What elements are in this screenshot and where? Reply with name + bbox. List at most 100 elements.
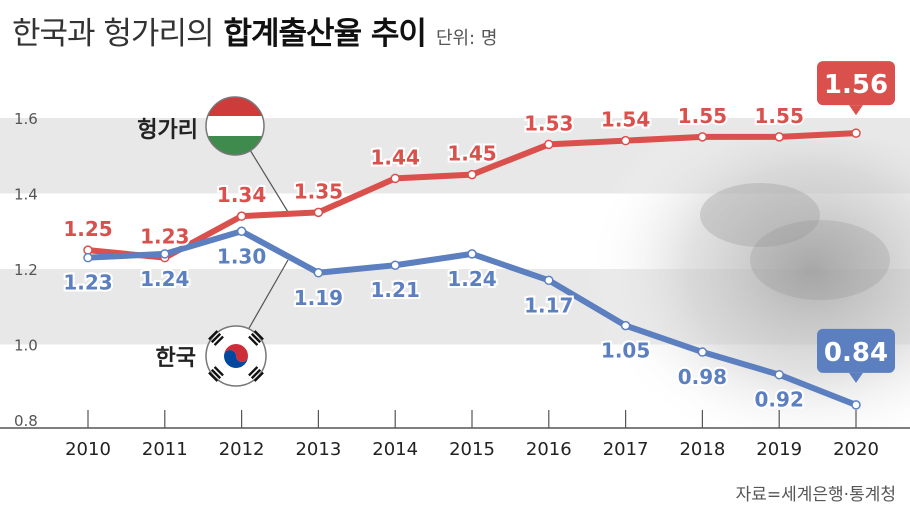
hungary-callout-pointer <box>849 105 863 116</box>
source-note: 자료=세계은행·통계청 <box>735 485 896 505</box>
hungary-legend: 헝가리 <box>137 96 265 156</box>
hungary-label-2016: 1.53 <box>524 111 573 135</box>
korea-trigram-bar-0-2 <box>213 335 224 346</box>
korea-point-2015 <box>467 249 477 259</box>
korea-label-2010: 1.23 <box>63 271 112 295</box>
unit-label: 단위: 명 <box>435 28 498 49</box>
korea-label-2015: 1.24 <box>447 267 496 291</box>
hungary-label-2010: 1.25 <box>63 217 112 241</box>
korea-trigram-bar-3-0 <box>248 366 259 377</box>
korea-point-2020 <box>851 400 861 410</box>
korea-trigram-bar-3-1 <box>250 368 262 380</box>
korea-label-2014: 1.21 <box>371 278 420 302</box>
y-tick-label-4: 1.6 <box>14 110 38 128</box>
korea-label-2018: 0.98 <box>678 365 727 389</box>
korea-trigram-0 <box>208 330 224 346</box>
korea-trigram-bar-1-1 <box>250 332 262 344</box>
korea-taeguk-red <box>224 344 248 362</box>
hungary-point-2016 <box>544 139 554 150</box>
korea-trigram-bar-2-1 <box>210 368 222 380</box>
korea-trigram-bar-0-1 <box>210 332 222 344</box>
hungary-label-2019: 1.55 <box>755 104 804 128</box>
korea-label-2012: 1.30 <box>217 244 266 268</box>
x-tick-label-8: 2018 <box>679 439 725 460</box>
korea-label-2013: 1.19 <box>294 286 343 310</box>
title-block: 한국과 헝가리의 합계출산율 추이 단위: 명 <box>12 8 497 56</box>
korea-label-2011: 1.24 <box>140 267 189 291</box>
photo-shape-2 <box>750 220 890 300</box>
hungary-point-2018 <box>697 132 708 142</box>
x-tick-label-6: 2016 <box>526 439 572 460</box>
korea-point-2016 <box>544 275 554 286</box>
korea-callout-box <box>817 328 895 373</box>
hungary-label-2020: 1.56 <box>824 70 888 100</box>
korea-label-2020: 0.84 <box>824 338 888 368</box>
korea-label-2016: 1.17 <box>524 293 573 317</box>
x-tick-label-4: 2014 <box>372 439 418 460</box>
y-tick-label-1: 1.0 <box>14 337 38 355</box>
korea-trigram-bar-1-0 <box>253 330 264 341</box>
korea-point-2014 <box>390 260 400 270</box>
hungary-label-2018: 1.55 <box>678 104 727 128</box>
y-tick-label-3: 1.4 <box>14 186 38 204</box>
hungary-flag-red <box>206 97 264 116</box>
hungary-flag-white <box>206 116 264 136</box>
korea-trigram-3 <box>248 366 264 382</box>
korea-point-2011 <box>160 249 170 259</box>
hungary-label-2011: 1.23 <box>140 225 189 249</box>
korea-trigram-bar-1-2 <box>248 335 259 346</box>
hungary-point-2012 <box>236 211 247 221</box>
korea-point-2017 <box>620 320 631 331</box>
korea-trigram-2 <box>208 366 224 382</box>
hungary-label-2014: 1.44 <box>371 145 420 169</box>
korea-legend-label: 한국 <box>156 346 196 371</box>
hungary-callout-box <box>817 61 895 106</box>
korea-trigram-bar-2-0 <box>213 366 224 377</box>
title-light: 한국과 헝가리의 <box>12 16 214 52</box>
korea-point-2018 <box>697 347 708 357</box>
hungary-flag-icon <box>205 96 265 156</box>
hungary-flag-border <box>205 96 265 156</box>
korea-flag-icon <box>205 325 267 387</box>
hungary-label-2015: 1.45 <box>447 142 496 166</box>
korea-legend: 한국 <box>156 325 267 387</box>
x-tick-label-1: 2011 <box>142 439 188 460</box>
photo-shape-1 <box>700 183 820 247</box>
y-tick-label-0: 0.8 <box>14 412 38 430</box>
korea-trigram-1 <box>248 330 264 346</box>
y-tick-label-2: 1.2 <box>14 261 38 279</box>
korea-label-2017: 1.05 <box>601 339 650 363</box>
hungary-point-2015 <box>467 169 477 180</box>
hungary-label-2013: 1.35 <box>294 179 343 203</box>
hungary-point-2019 <box>774 132 784 142</box>
korea-taeguk-blue <box>224 350 248 368</box>
hungary-label-2017: 1.54 <box>601 108 650 132</box>
x-tick-label-2: 2012 <box>219 439 265 460</box>
korea-label-2019: 0.92 <box>755 388 804 412</box>
hungary-leader-line <box>249 149 289 213</box>
x-tick-label-5: 2015 <box>449 439 495 460</box>
hungary-label-2012: 1.34 <box>217 183 266 207</box>
hungary-point-2013 <box>313 207 324 218</box>
korea-trigram-bar-2-2 <box>208 371 219 382</box>
photo-backdrop <box>560 140 910 430</box>
korea-point-2019 <box>774 369 784 380</box>
hungary-point-2014 <box>390 173 400 184</box>
hungary-flag-stripes <box>206 97 264 155</box>
korea-point-2012 <box>236 226 247 236</box>
korea-point-2013 <box>313 268 324 278</box>
hungary-point-2020 <box>851 128 861 138</box>
korea-callout-pointer <box>849 372 863 383</box>
korea-leader-line <box>247 259 289 331</box>
title-bold: 합계출산율 추이 <box>223 16 427 52</box>
hungary-flag-green <box>206 136 264 155</box>
korea-trigram-bar-3-2 <box>253 371 264 382</box>
x-tick-label-3: 2013 <box>295 439 341 460</box>
hungary-legend-label: 헝가리 <box>137 118 198 143</box>
x-tick-label-7: 2017 <box>603 439 649 460</box>
x-tick-label-9: 2019 <box>756 439 802 460</box>
korea-trigram-bar-0-0 <box>208 330 219 341</box>
hungary-point-2017 <box>620 135 631 146</box>
